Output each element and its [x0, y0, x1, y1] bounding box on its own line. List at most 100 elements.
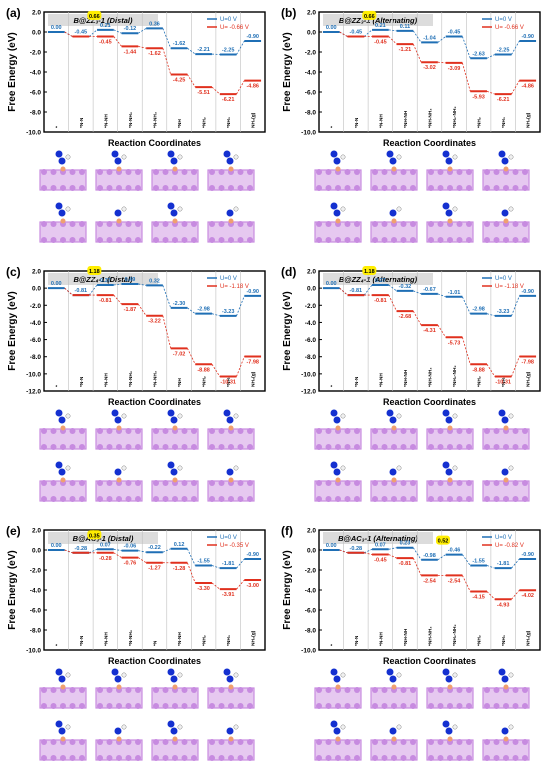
value-label: -0.45 — [374, 558, 387, 564]
host-atom — [522, 428, 528, 434]
host-atom — [79, 496, 85, 502]
barrier-label: 0.52 — [438, 539, 449, 545]
host-atom — [126, 687, 132, 693]
y-tick-label: -8.0 — [30, 628, 42, 635]
value-label: -7.98 — [246, 360, 259, 366]
value-label: 0.32 — [149, 278, 160, 284]
hydrogen-atom — [178, 414, 182, 418]
barrier-label: 1.18 — [364, 269, 375, 275]
host-atom — [513, 169, 519, 175]
structure-model — [208, 466, 254, 502]
host-atom — [438, 496, 444, 502]
host-atom — [135, 221, 141, 227]
host-atom — [513, 755, 519, 761]
structure-model — [427, 410, 473, 451]
host-atom — [107, 755, 113, 761]
host-atom — [345, 703, 351, 709]
x-tick-label: *NH-NH — [403, 110, 409, 128]
y-tick-label: -6.0 — [30, 608, 42, 615]
host-atom — [79, 428, 85, 434]
host-atom — [428, 755, 434, 761]
host-atom — [191, 169, 197, 175]
host-atom — [41, 237, 47, 243]
host-atom — [238, 755, 244, 761]
nitrogen-atom — [112, 669, 119, 676]
host-atom — [316, 496, 322, 502]
value-label: -5.93 — [472, 94, 485, 100]
boron-atom — [61, 426, 66, 431]
host-atom — [163, 496, 169, 502]
host-atom — [70, 169, 76, 175]
host-atom — [107, 169, 113, 175]
value-label: -1.44 — [124, 49, 137, 55]
host-atom — [97, 221, 103, 227]
boron-atom — [392, 737, 397, 742]
nitrogen-atom — [334, 158, 341, 165]
host-atom — [191, 739, 197, 745]
host-atom — [107, 428, 113, 434]
host-atom — [135, 169, 141, 175]
host-atom — [326, 687, 332, 693]
host-atom — [457, 428, 463, 434]
structure-model — [427, 203, 473, 244]
host-atom — [135, 428, 141, 434]
value-label: -0.46 — [448, 548, 461, 554]
host-atom — [410, 221, 416, 227]
y-tick-label: 2.0 — [32, 10, 41, 17]
host-atom — [466, 221, 472, 227]
chart-svg: (e)B@AC₃-1 (Distal)2.00.0-2.0-4.0-6.0-8.… — [0, 518, 275, 777]
host-atom — [522, 703, 528, 709]
value-label: 0.07 — [375, 542, 386, 548]
barrier-label: 0.35 — [89, 533, 100, 539]
host-atom — [79, 169, 85, 175]
hydrogen-atom — [397, 466, 401, 470]
host-atom — [466, 496, 472, 502]
hydrogen-atom — [509, 155, 513, 159]
host-atom — [163, 739, 169, 745]
boron-atom — [392, 426, 397, 431]
host-atom — [60, 755, 66, 761]
nitrogen-atom — [334, 728, 341, 735]
y-tick-label: 0.0 — [32, 30, 41, 37]
host-atom — [372, 755, 378, 761]
x-tick-label: *N-NH₂ — [128, 371, 134, 387]
boron-atom — [229, 219, 234, 224]
boron-atom — [336, 426, 341, 431]
host-atom — [428, 703, 434, 709]
nitrogen-atom — [390, 469, 397, 476]
value-label: 0.00 — [326, 543, 337, 549]
host-atom — [401, 428, 407, 434]
y-tick-label: 2.0 — [307, 528, 316, 535]
host-atom — [428, 480, 434, 486]
host-atom — [522, 185, 528, 191]
value-label: -2.63 — [472, 51, 485, 57]
host-atom — [126, 185, 132, 191]
structure-model — [371, 466, 417, 502]
hydrogen-atom — [453, 673, 457, 677]
hydrogen-atom — [234, 466, 238, 470]
chart-svg: (b)B@ZZ₃-1 (Alternating)2.00.0-2.0-4.0-6… — [275, 0, 550, 259]
boron-atom — [504, 737, 509, 742]
value-label: -6.21 — [497, 97, 510, 103]
x-tick-label: * — [54, 644, 60, 646]
host-atom — [354, 496, 360, 502]
host-atom — [354, 480, 360, 486]
host-atom — [391, 703, 397, 709]
host-atom — [484, 496, 490, 502]
value-label: 0.21 — [375, 23, 386, 29]
boron-atom — [117, 219, 122, 224]
host-atom — [41, 221, 47, 227]
nitrogen-atom — [331, 410, 338, 417]
x-axis-label: Reaction Coordinates — [108, 138, 201, 148]
nitrogen-atom — [115, 469, 122, 476]
value-label: 0.07 — [100, 542, 111, 548]
host-atom — [182, 444, 188, 450]
host-atom — [97, 185, 103, 191]
host-atom — [391, 496, 397, 502]
host-atom — [410, 739, 416, 745]
host-atom — [372, 480, 378, 486]
y-tick-label: -4.0 — [305, 70, 317, 77]
value-label: 0.00 — [51, 25, 62, 31]
panel-label: (e) — [6, 524, 21, 538]
